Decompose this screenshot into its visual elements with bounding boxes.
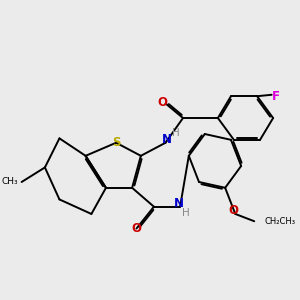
Text: F: F: [272, 90, 280, 103]
Text: CH₂CH₃: CH₂CH₃: [264, 217, 296, 226]
Text: S: S: [112, 136, 120, 149]
Text: H: H: [182, 208, 190, 218]
Text: N: N: [174, 197, 184, 210]
Text: O: O: [229, 204, 239, 217]
Text: CH₃: CH₃: [2, 178, 18, 187]
Text: O: O: [158, 95, 168, 109]
Text: O: O: [131, 222, 142, 235]
Text: N: N: [162, 133, 172, 146]
Text: H: H: [172, 128, 180, 138]
